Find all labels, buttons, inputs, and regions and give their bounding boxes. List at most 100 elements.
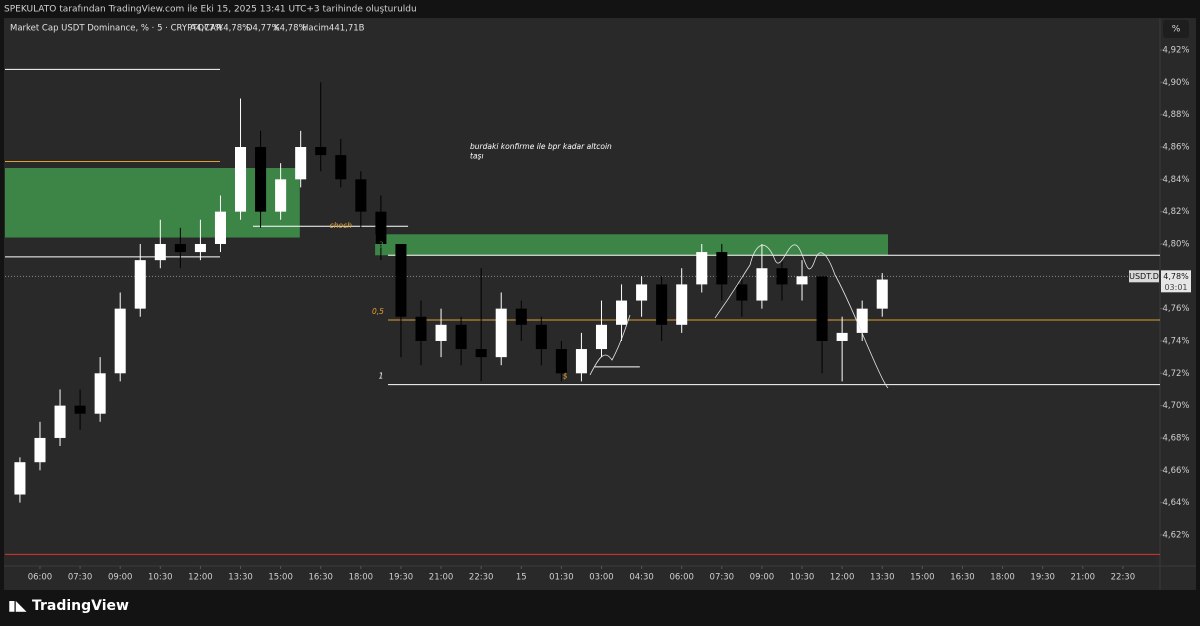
annotation: 1 bbox=[379, 372, 384, 381]
candle-body bbox=[736, 284, 748, 301]
y-tick-label: 4,82% bbox=[1162, 207, 1189, 217]
y-tick-label: 4,66% bbox=[1162, 466, 1189, 476]
candle-body bbox=[395, 243, 407, 317]
x-tick-label: 10:30 bbox=[148, 573, 173, 583]
candle-body bbox=[696, 252, 708, 285]
y-tick-label: 4,84% bbox=[1162, 175, 1189, 185]
candle-body bbox=[154, 243, 166, 261]
x-tick-label: 18:00 bbox=[990, 573, 1015, 583]
candle-body bbox=[375, 211, 387, 244]
candle-body bbox=[535, 324, 547, 350]
candle-body bbox=[676, 284, 688, 325]
y-tick-label: 4,74% bbox=[1162, 336, 1189, 346]
candle-body bbox=[355, 179, 367, 212]
candle-body bbox=[575, 349, 587, 374]
x-tick-label: 09:00 bbox=[750, 573, 775, 583]
candle-body bbox=[435, 324, 447, 341]
unit-label: % bbox=[1172, 25, 1181, 35]
unit-button[interactable] bbox=[1163, 20, 1189, 38]
candle-body bbox=[174, 243, 186, 253]
x-tick-label: 15:00 bbox=[268, 573, 293, 583]
candle-body bbox=[415, 316, 427, 341]
candle-body bbox=[235, 147, 247, 212]
y-tick-label: 4,80% bbox=[1162, 239, 1189, 249]
candle-body bbox=[14, 462, 26, 495]
y-tick-label: 4,86% bbox=[1162, 143, 1189, 153]
chart-panel bbox=[4, 18, 1196, 590]
candle-body bbox=[595, 324, 607, 350]
candle-body bbox=[194, 243, 206, 253]
brand-logo: ▮◣ bbox=[8, 598, 27, 614]
x-tick-label: 16:30 bbox=[950, 573, 975, 583]
supply-zone bbox=[5, 168, 300, 238]
x-tick-label: 10:30 bbox=[790, 573, 815, 583]
candle-body bbox=[335, 155, 347, 180]
annotation: 0,5 bbox=[372, 307, 384, 316]
legend: Market Cap USDT Dominance, % · 5 · CRYPT… bbox=[10, 24, 365, 34]
x-tick-label: 09:00 bbox=[108, 573, 133, 583]
x-tick-label: 07:30 bbox=[68, 573, 93, 583]
candle-body bbox=[756, 268, 768, 301]
candle-body bbox=[636, 284, 648, 301]
price-badge bbox=[1161, 270, 1191, 293]
y-tick-label: 4,70% bbox=[1162, 401, 1189, 411]
ohlc-value: D4,77% bbox=[246, 24, 280, 34]
x-tick-label: 13:30 bbox=[228, 573, 253, 583]
candle-body bbox=[74, 405, 86, 414]
candle-body bbox=[275, 179, 287, 212]
candle-body bbox=[495, 308, 507, 358]
candle-body bbox=[94, 373, 106, 414]
candle-body bbox=[656, 284, 668, 325]
x-tick-label: 18:00 bbox=[349, 573, 374, 583]
ohlc-value: Y4,78% bbox=[217, 24, 250, 34]
candle-body bbox=[455, 324, 467, 350]
y-tick-label: 4,72% bbox=[1162, 369, 1189, 379]
annotation: taşı bbox=[470, 152, 484, 161]
candle-body bbox=[315, 147, 327, 156]
y-tick-label: 4,62% bbox=[1162, 530, 1189, 540]
candle-body bbox=[836, 332, 848, 341]
candle-body bbox=[134, 260, 146, 309]
plot: choch 0,5 1 $3 burdaki konfirme ile bpr kada… bbox=[5, 68, 1160, 555]
candle-body bbox=[616, 300, 628, 325]
x-tick-label: 12:00 bbox=[188, 573, 213, 583]
freehand-drawing bbox=[589, 314, 631, 376]
candle-body bbox=[295, 147, 307, 180]
y-tick-label: 4,76% bbox=[1162, 304, 1189, 314]
ohlc-value: A4,77% bbox=[190, 24, 223, 34]
x-tick-label: 07:30 bbox=[710, 573, 735, 583]
chart-title: Market Cap USDT Dominance, % · 5 · CRYPT… bbox=[10, 24, 221, 34]
candle-body bbox=[114, 308, 126, 374]
candle-body bbox=[776, 268, 788, 285]
freehand-drawing bbox=[714, 244, 889, 389]
x-tick-label: 01:30 bbox=[549, 573, 574, 583]
y-tick-label: 4,88% bbox=[1162, 110, 1189, 120]
candle-body bbox=[214, 211, 226, 244]
x-tick-label: 22:30 bbox=[469, 573, 494, 583]
x-tick-label: 03:00 bbox=[589, 573, 614, 583]
candle-body bbox=[796, 276, 808, 285]
x-tick-label: 04:30 bbox=[629, 573, 654, 583]
x-tick-label: 06:00 bbox=[669, 573, 694, 583]
x-tick-label: 16:30 bbox=[308, 573, 333, 583]
y-tick-label: 4,92% bbox=[1162, 46, 1189, 56]
x-tick-label: 22:30 bbox=[1111, 573, 1136, 583]
ohlc-value: K4,78% bbox=[274, 24, 307, 34]
x-tick-label: 19:30 bbox=[1030, 573, 1055, 583]
candle-body bbox=[856, 308, 868, 333]
brand-name: TradingView bbox=[32, 598, 129, 614]
y-tick-label: 4,68% bbox=[1162, 433, 1189, 443]
symbol-badge bbox=[1129, 270, 1159, 283]
supply-zone bbox=[375, 234, 889, 256]
candle-body bbox=[716, 252, 728, 285]
symbol-label: USDT.D bbox=[1129, 272, 1159, 281]
candle-body bbox=[515, 308, 527, 325]
annotation: burdaki konfirme ile bpr kadar altcoin bbox=[470, 142, 612, 151]
y-tick-label: 4,64% bbox=[1162, 498, 1189, 508]
candle-body bbox=[34, 437, 46, 463]
candle-body bbox=[816, 276, 828, 341]
annotation: 3 bbox=[379, 241, 384, 250]
x-tick-label: 06:00 bbox=[28, 573, 53, 583]
candle-body bbox=[255, 147, 267, 212]
